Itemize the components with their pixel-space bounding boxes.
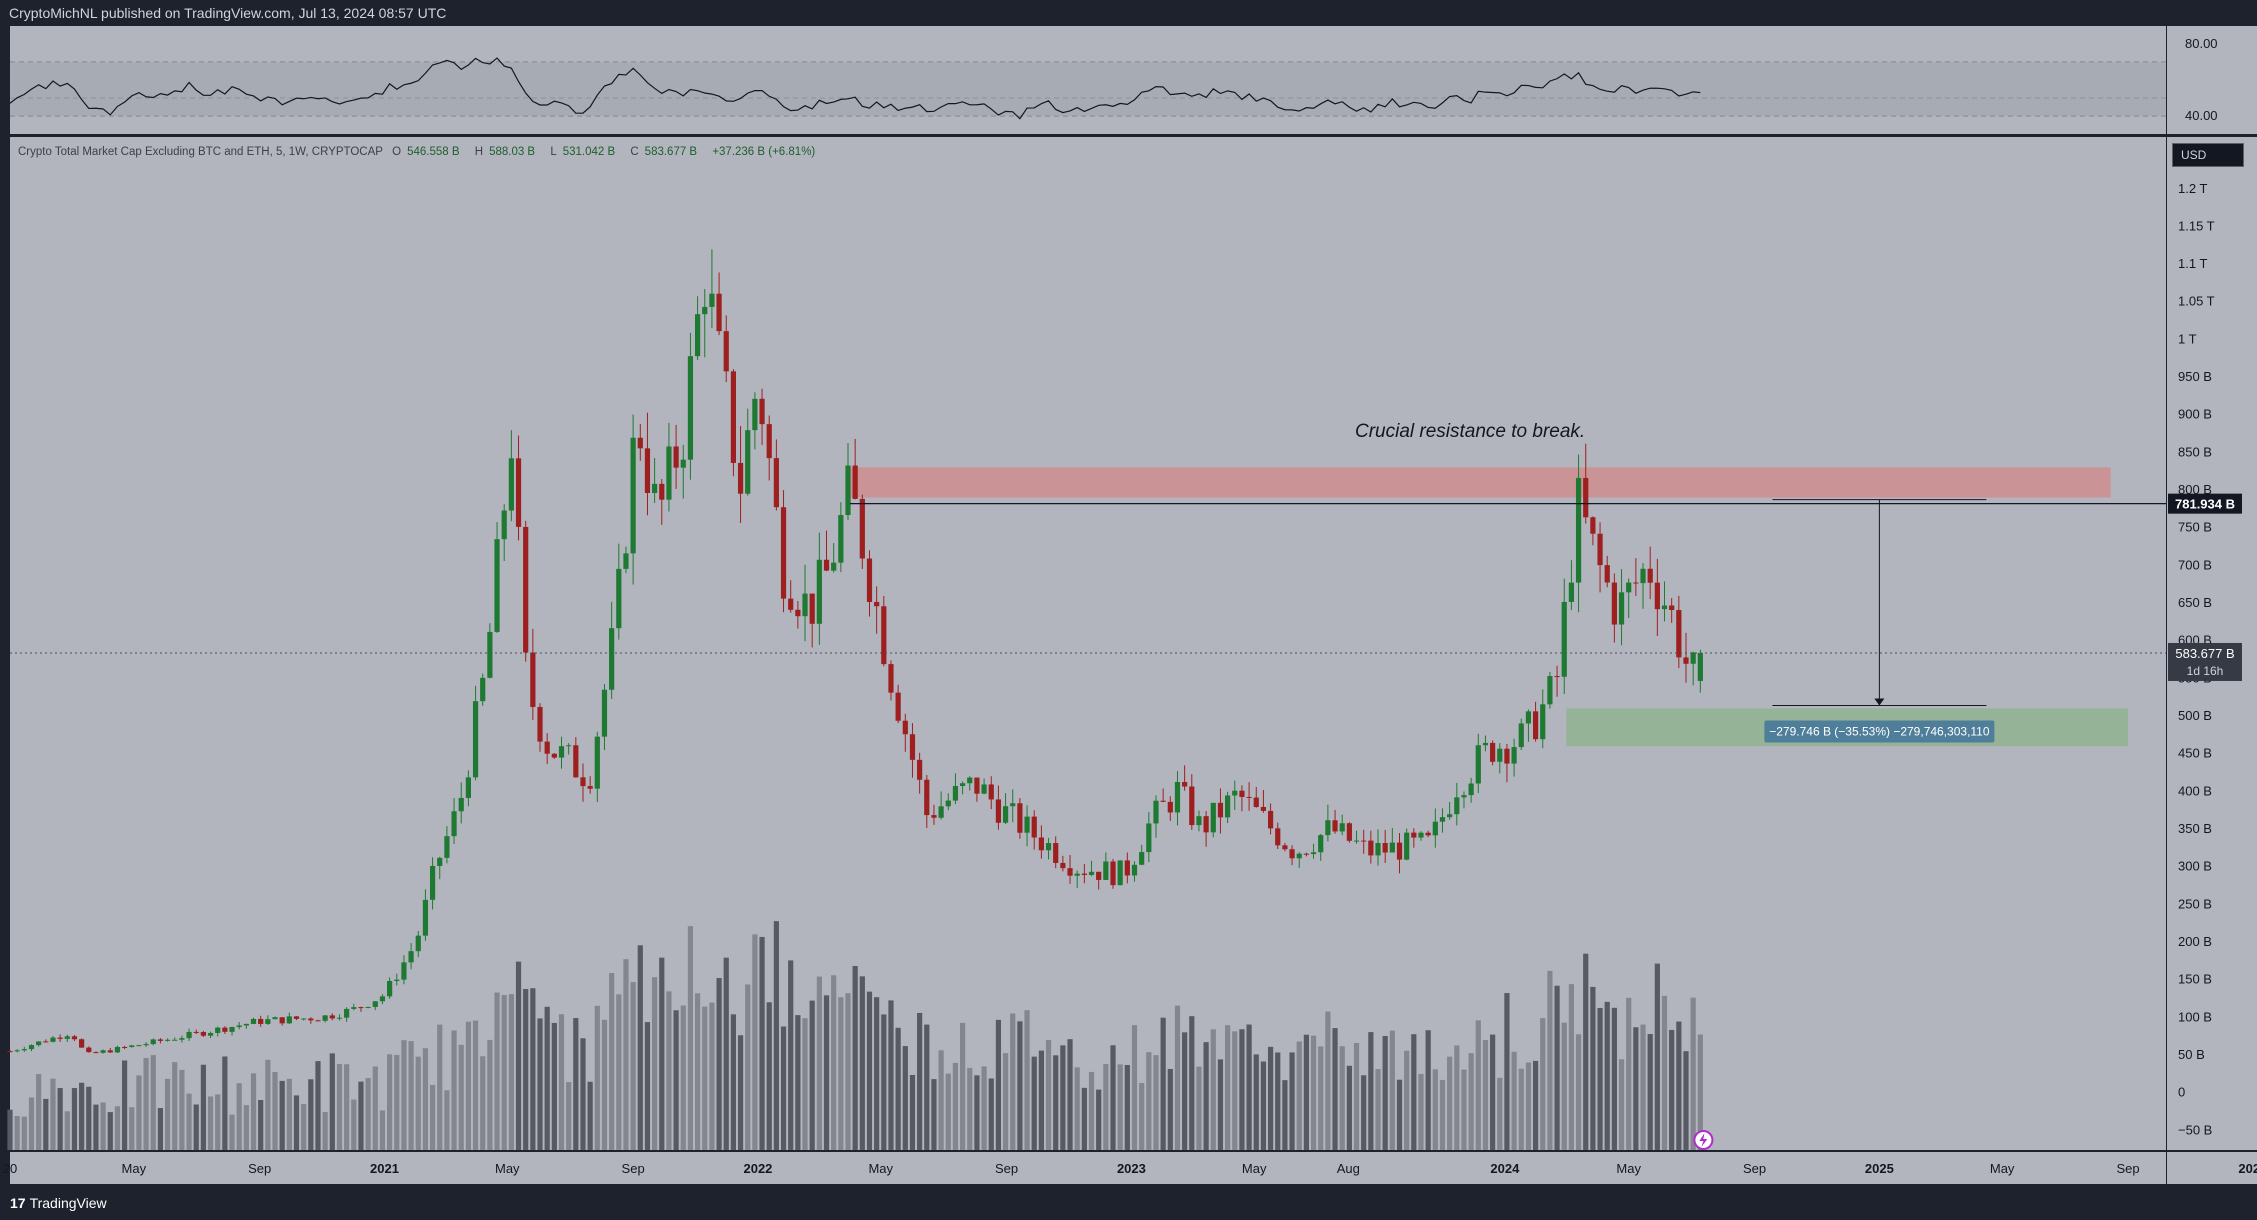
legend-high: H 588.03 B xyxy=(474,146,536,158)
legend-symbol: Crypto Total Market Cap Excluding BTC an… xyxy=(18,146,383,158)
legend-close: C 583.677 B xyxy=(630,146,698,158)
price-axis[interactable] xyxy=(2167,137,2257,1150)
tradingview-brand: TradingView xyxy=(29,1195,107,1211)
tradingview-logo[interactable]: 17 TradingView xyxy=(10,1195,107,1211)
axis-corner xyxy=(2167,1152,2257,1184)
tradingview-logo-icon: 17 xyxy=(10,1195,26,1211)
rsi-pane[interactable] xyxy=(10,26,2166,134)
published-text: CryptoMichNL published on TradingView.co… xyxy=(9,5,447,21)
rsi-axis xyxy=(2167,26,2257,134)
legend-low: L 531.042 B xyxy=(550,146,616,158)
currency-button[interactable]: USD xyxy=(2172,143,2244,167)
main-chart-pane[interactable] xyxy=(10,137,2166,1150)
legend-open: O 546.558 B xyxy=(392,146,460,158)
top-bar: CryptoMichNL published on TradingView.co… xyxy=(0,0,2257,26)
symbol-legend: Crypto Total Market Cap Excluding BTC an… xyxy=(18,146,821,158)
time-axis[interactable] xyxy=(10,1152,2166,1184)
footer-bar xyxy=(0,1186,2257,1220)
legend-change: +37.236 B (+6.81%) xyxy=(712,146,816,158)
